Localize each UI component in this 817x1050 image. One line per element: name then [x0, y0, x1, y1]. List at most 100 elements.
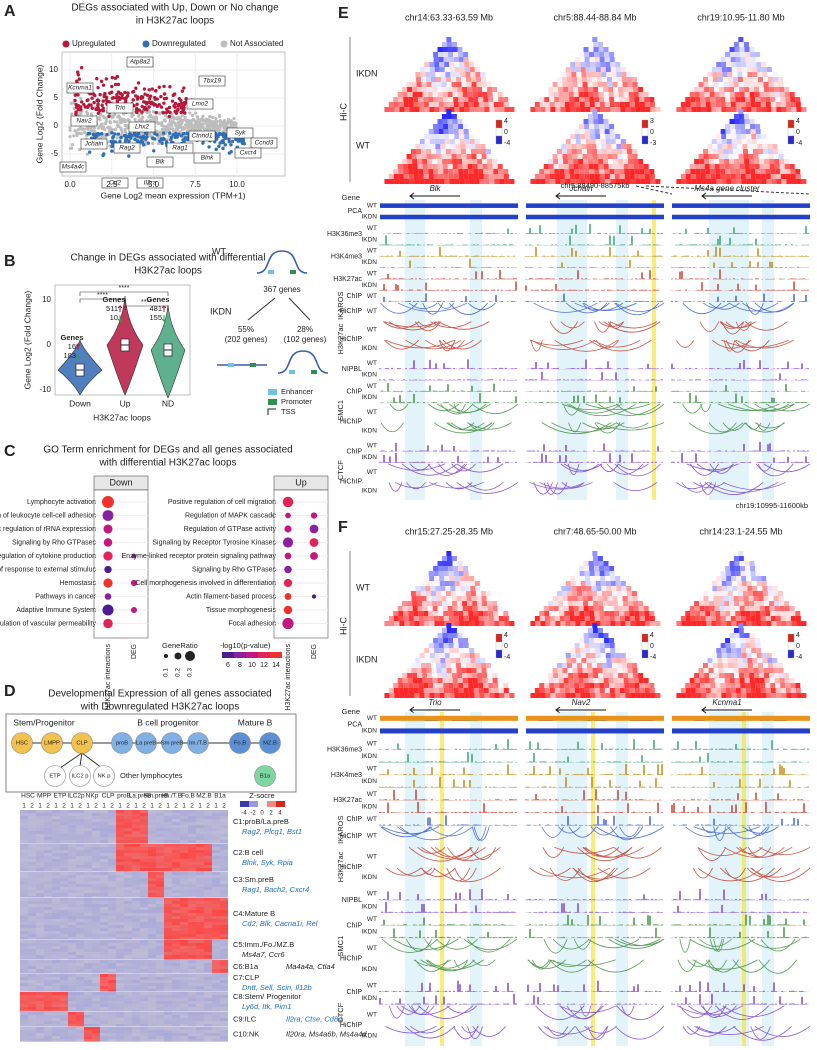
cell-label: HSC — [16, 741, 28, 747]
point — [233, 121, 236, 124]
hic-cell — [567, 77, 572, 82]
heatmap-cell — [84, 810, 92, 813]
panel-title: GO Term enrichment for DEGs and all gene… — [43, 445, 292, 456]
heatmap-cell — [28, 934, 36, 937]
heatmap-cell — [148, 837, 156, 840]
cell-label: LMPP — [44, 741, 60, 747]
point — [117, 132, 120, 135]
heatmap-cell — [116, 934, 124, 937]
heatmap-cell — [124, 910, 132, 913]
point — [170, 123, 173, 126]
heatmap-cell — [212, 1001, 220, 1004]
heatmap-cell — [100, 890, 108, 893]
heatmap-cell — [92, 940, 100, 943]
hic-cell — [613, 154, 618, 159]
point — [173, 110, 176, 113]
heatmap-cell — [212, 884, 220, 887]
hic-cell — [714, 82, 719, 87]
heatmap-cell — [84, 898, 92, 901]
heatmap-cell — [108, 816, 116, 819]
colorbar-cell — [240, 801, 249, 807]
heatmap-cell — [100, 868, 108, 871]
cluster-genes: Ly6d, Itk, Pim1 — [242, 1002, 291, 1011]
heatmap-cell — [116, 1036, 124, 1039]
hic-cell — [398, 611, 403, 616]
hic-cell — [610, 174, 615, 179]
point — [81, 127, 84, 130]
heatmap-cell — [36, 1036, 44, 1039]
heatmap-cell — [84, 928, 92, 931]
heatmap-cell — [140, 1024, 148, 1027]
hic-cell — [444, 174, 449, 179]
heatmap-cell — [52, 1036, 60, 1039]
hic-cell — [446, 37, 451, 42]
heatmap-cell — [108, 828, 116, 831]
hic-cell — [640, 179, 645, 184]
track-label: H3K27ac — [333, 276, 362, 283]
hic-cell — [608, 82, 613, 87]
point — [219, 133, 222, 136]
hic-cell — [775, 92, 780, 97]
hic-cell — [423, 169, 428, 174]
heatmap-cell — [156, 1015, 164, 1018]
heatmap-cell — [140, 992, 148, 995]
heatmap-cell — [84, 850, 92, 853]
hic-cell — [424, 107, 429, 112]
heatmap-cell — [60, 878, 68, 881]
hic-cell — [433, 164, 438, 169]
hic-cell — [448, 52, 453, 57]
hic-cell — [726, 129, 731, 134]
point — [161, 128, 164, 131]
heatmap-cell — [52, 825, 60, 828]
hic-cell — [639, 169, 644, 174]
heatmap-cell — [100, 1004, 108, 1007]
hic-cell — [504, 616, 509, 621]
heatmap-cell — [180, 828, 188, 831]
hic-cell — [596, 144, 601, 149]
point — [227, 118, 230, 121]
hic-cell — [746, 102, 751, 107]
hic-cell — [600, 62, 605, 67]
point — [92, 133, 95, 136]
hic-cell — [553, 87, 558, 92]
heatmap-cell — [108, 1007, 116, 1010]
hic-cell — [614, 92, 619, 97]
hic-cell — [725, 164, 730, 169]
hic-cell — [503, 611, 508, 616]
heatmap-cell — [28, 844, 36, 847]
heatmap-cell — [204, 890, 212, 893]
hic-cell — [419, 621, 424, 626]
hic-cell — [470, 144, 475, 149]
heatmap-cell — [172, 904, 180, 907]
hic-cell — [566, 67, 571, 72]
hic-cell — [444, 62, 449, 67]
hic-cell — [730, 169, 735, 174]
label: 3 — [650, 118, 654, 125]
heatmap-cell — [156, 992, 164, 995]
column-label: Im./T.B — [162, 793, 182, 800]
hic-cell — [478, 97, 483, 102]
hic-cell — [703, 77, 708, 82]
heatmap-cell — [212, 901, 220, 904]
dot — [104, 566, 111, 573]
hic-cell — [699, 87, 704, 92]
heatmap-cell — [212, 989, 220, 992]
point — [181, 105, 184, 108]
heatmap-cell — [180, 989, 188, 992]
heatmap-cell — [132, 986, 140, 989]
heatmap-cell — [156, 834, 164, 837]
hic-cell — [620, 174, 625, 179]
heatmap-cell — [212, 946, 220, 949]
heatmap-cell — [140, 875, 148, 878]
hic-cell — [715, 164, 720, 169]
hic-cell — [771, 174, 776, 179]
hic-cell — [619, 164, 624, 169]
hic-cell — [450, 72, 455, 77]
heatmap-cell — [164, 828, 172, 831]
pca-track — [672, 203, 810, 208]
replicate-label: 1 — [86, 803, 90, 810]
heatmap-cell — [196, 983, 204, 986]
point — [180, 121, 183, 124]
heatmap-cell — [68, 998, 76, 1001]
hic-cell — [499, 102, 504, 107]
